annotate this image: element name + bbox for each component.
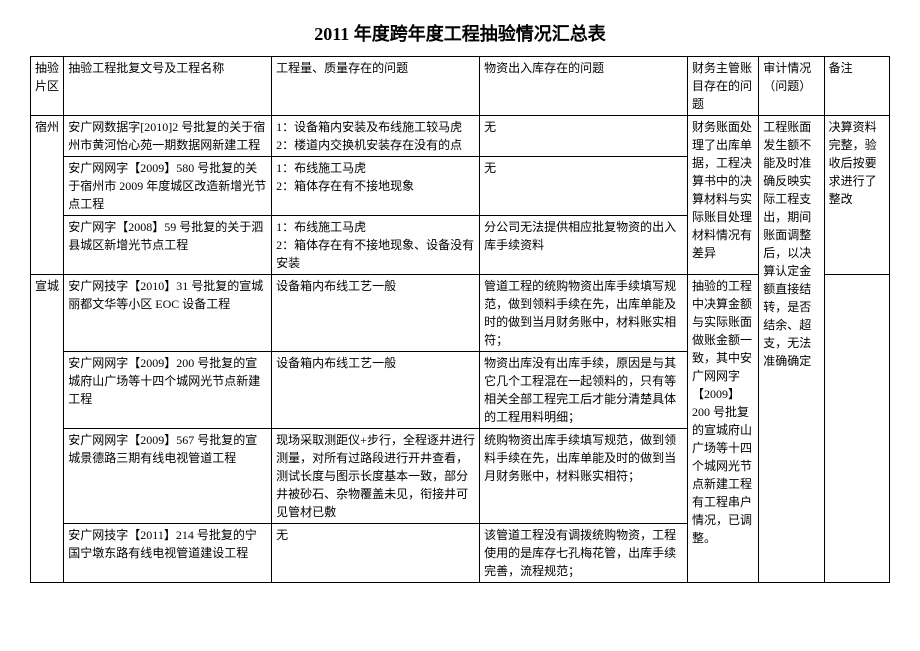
audit-cell: 工程账面发生额不能及时准确反映实际工程支出，期间账面调整后，以决算认定金额直接结… [759,116,824,583]
project-name: 安广网字【2008】59 号批复的关于泗县城区新增光节点工程 [64,216,272,275]
quality-issue: 设备箱内布线工艺一般 [272,275,480,352]
project-name: 安广网网字【2009】200 号批复的宣城府山广场等十四个城网光节点新建工程 [64,352,272,429]
project-name: 安广网技字【2010】31 号批复的宣城丽都文华等小区 EOC 设备工程 [64,275,272,352]
finance-cell: 抽验的工程中决算金额与实际账面做账金额一致，其中安广网网字【2009】200 号… [687,275,758,583]
material-issue: 该管道工程没有调拨统购物资，工程使用的是库存七孔梅花管，出库手续完善，流程规范； [480,524,688,583]
finance-cell: 财务账面处理了出库单据，工程决算书中的决算材料与实际账目处理材料情况有差异 [687,116,758,275]
quality-issue: 1：布线施工马虎2：箱体存在有不接地现象、设备没有安装 [272,216,480,275]
material-issue: 统购物资出库手续填写规范，做到领料手续在先，出库单能及时的做到当月财务账中，材料… [480,429,688,524]
project-name: 安广网网字【2009】580 号批复的关于宿州市 2009 年度城区改造新增光节… [64,157,272,216]
col-note: 备注 [824,57,889,116]
col-audit: 审计情况（问题） [759,57,824,116]
project-name: 安广网网字【2009】567 号批复的宣城景德路三期有线电视管道工程 [64,429,272,524]
note-cell: 决算资料完整，验收后按要求进行了整改 [824,116,889,275]
quality-issue: 设备箱内布线工艺一般 [272,352,480,429]
material-issue: 分公司无法提供相应批复物资的出入库手续资料 [480,216,688,275]
table-header-row: 抽验片区 抽验工程批复文号及工程名称 工程量、质量存在的问题 物资出入库存在的问… [31,57,890,116]
quality-issue: 现场采取测距仪+步行，全程逐井进行测量，对所有过路段进行开井查看，测试长度与图示… [272,429,480,524]
col-name: 抽验工程批复文号及工程名称 [64,57,272,116]
table-row: 宿州安广网数据字[2010]2 号批复的关于宿州市黄河怡心苑一期数据网新建工程1… [31,116,890,157]
summary-table: 抽验片区 抽验工程批复文号及工程名称 工程量、质量存在的问题 物资出入库存在的问… [30,56,890,583]
quality-issue: 1：设备箱内安装及布线施工较马虎2：楼道内交换机安装存在没有的点 [272,116,480,157]
material-issue: 管道工程的统购物资出库手续填写规范，做到领料手续在先，出库单能及时的做到当月财务… [480,275,688,352]
material-issue: 无 [480,116,688,157]
quality-issue: 无 [272,524,480,583]
region-cell: 宣城 [31,275,64,583]
page-title: 2011 年度跨年度工程抽验情况汇总表 [30,20,890,46]
project-name: 安广网技字【2011】214 号批复的宁国宁墩东路有线电视管道建设工程 [64,524,272,583]
col-material: 物资出入库存在的问题 [480,57,688,116]
col-finance: 财务主管账目存在的问题 [687,57,758,116]
material-issue: 物资出库没有出库手续，原因是与其它几个工程混在一起领料的，只有等相关全部工程完工… [480,352,688,429]
col-region: 抽验片区 [31,57,64,116]
quality-issue: 1：布线施工马虎2：箱体存在有不接地现象 [272,157,480,216]
col-quality: 工程量、质量存在的问题 [272,57,480,116]
region-cell: 宿州 [31,116,64,275]
project-name: 安广网数据字[2010]2 号批复的关于宿州市黄河怡心苑一期数据网新建工程 [64,116,272,157]
material-issue: 无 [480,157,688,216]
note-cell [824,275,889,583]
